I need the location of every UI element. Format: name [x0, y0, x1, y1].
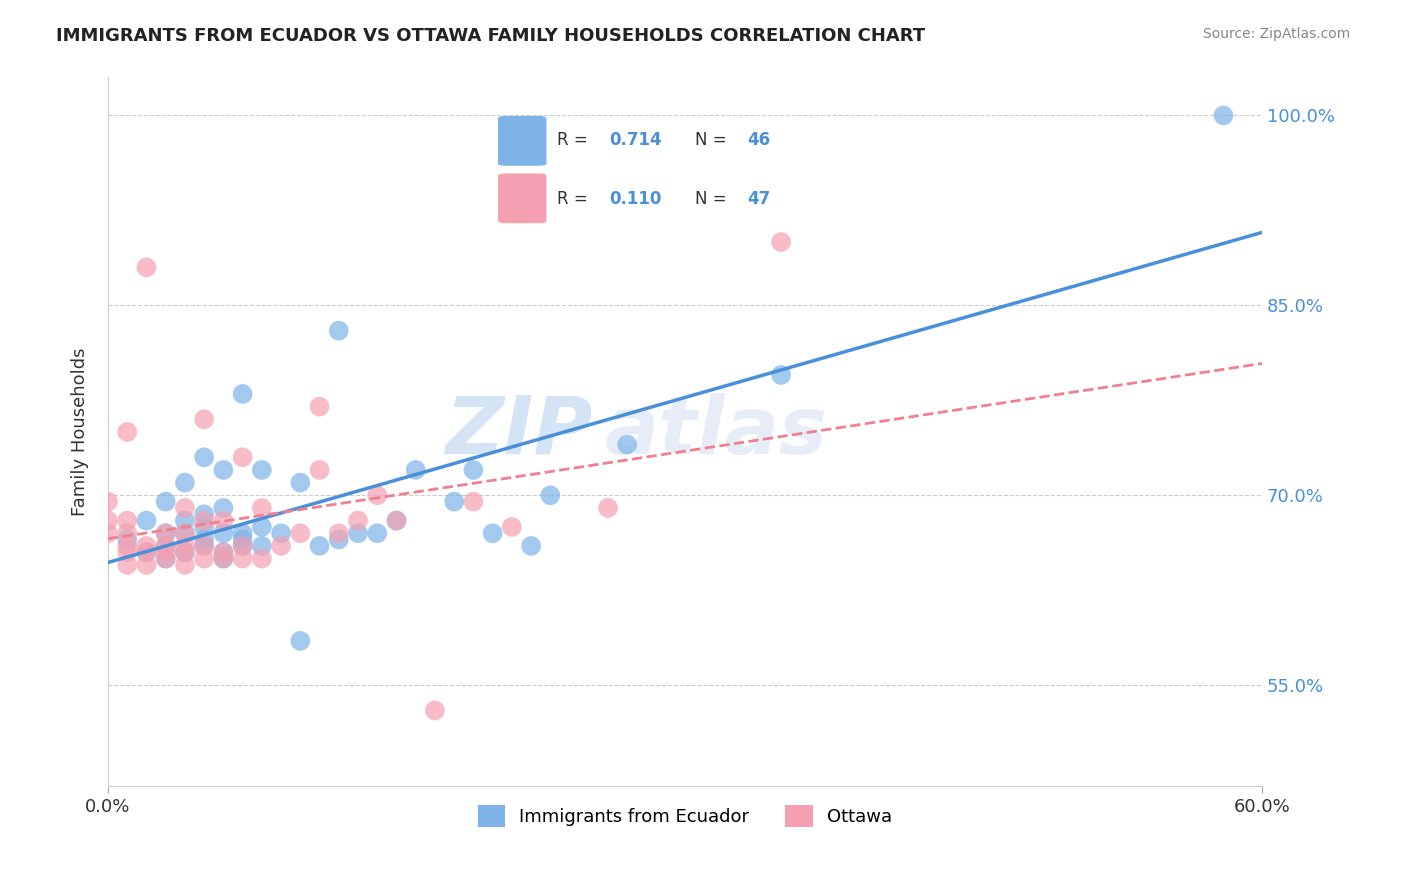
Point — [97, 494, 120, 508]
Point — [193, 533, 215, 547]
Point — [174, 558, 197, 572]
Point — [347, 526, 370, 541]
Point — [97, 514, 120, 528]
Point — [135, 260, 157, 275]
Point — [155, 526, 177, 541]
Point — [115, 526, 138, 541]
Point — [115, 425, 138, 439]
Point — [232, 533, 254, 547]
Point — [115, 558, 138, 572]
Point — [347, 514, 370, 528]
Point — [405, 463, 427, 477]
Point — [232, 551, 254, 566]
Point — [463, 463, 485, 477]
Point — [193, 539, 215, 553]
Point — [193, 450, 215, 465]
Point — [770, 235, 793, 249]
Point — [174, 526, 197, 541]
Point — [212, 551, 235, 566]
Point — [270, 539, 292, 553]
Text: Source: ZipAtlas.com: Source: ZipAtlas.com — [1202, 27, 1350, 41]
Point — [328, 533, 350, 547]
Point — [290, 475, 312, 490]
Text: ZIP: ZIP — [446, 393, 593, 471]
Point — [212, 545, 235, 559]
Point — [115, 539, 138, 553]
Point — [538, 488, 561, 502]
Point — [616, 437, 638, 451]
Point — [232, 450, 254, 465]
Point — [135, 545, 157, 559]
Point — [212, 551, 235, 566]
Point — [366, 488, 388, 502]
Point — [232, 387, 254, 401]
Point — [135, 545, 157, 559]
Point — [328, 324, 350, 338]
Point — [232, 526, 254, 541]
Point — [212, 545, 235, 559]
Point — [155, 539, 177, 553]
Point — [443, 494, 465, 508]
Point — [308, 400, 330, 414]
Point — [135, 514, 157, 528]
Point — [135, 539, 157, 553]
Point — [250, 520, 273, 534]
Point — [174, 500, 197, 515]
Point — [155, 545, 177, 559]
Point — [463, 494, 485, 508]
Point — [328, 526, 350, 541]
Point — [193, 539, 215, 553]
Point — [174, 526, 197, 541]
Point — [193, 412, 215, 426]
Point — [115, 545, 138, 559]
Point — [250, 500, 273, 515]
Point — [174, 539, 197, 553]
Point — [290, 633, 312, 648]
Point — [212, 526, 235, 541]
Y-axis label: Family Households: Family Households — [72, 348, 89, 516]
Point — [155, 551, 177, 566]
Point — [250, 539, 273, 553]
Point — [212, 514, 235, 528]
Point — [135, 558, 157, 572]
Point — [308, 463, 330, 477]
Point — [155, 551, 177, 566]
Point — [115, 514, 138, 528]
Point — [174, 475, 197, 490]
Point — [193, 551, 215, 566]
Text: atlas: atlas — [605, 393, 827, 471]
Point — [174, 545, 197, 559]
Point — [174, 545, 197, 559]
Point — [193, 508, 215, 522]
Point — [115, 533, 138, 547]
Point — [193, 514, 215, 528]
Point — [193, 520, 215, 534]
Point — [232, 539, 254, 553]
Legend: Immigrants from Ecuador, Ottawa: Immigrants from Ecuador, Ottawa — [471, 797, 900, 834]
Point — [212, 463, 235, 477]
Point — [270, 526, 292, 541]
Point — [520, 539, 543, 553]
Point — [155, 539, 177, 553]
Point — [1212, 108, 1234, 122]
Point — [250, 463, 273, 477]
Point — [250, 551, 273, 566]
Point — [501, 520, 523, 534]
Point — [290, 526, 312, 541]
Point — [481, 526, 503, 541]
Point — [212, 500, 235, 515]
Point — [155, 526, 177, 541]
Point — [596, 500, 619, 515]
Point — [232, 539, 254, 553]
Point — [385, 514, 408, 528]
Point — [423, 704, 446, 718]
Point — [174, 514, 197, 528]
Point — [97, 526, 120, 541]
Point — [308, 539, 330, 553]
Point — [770, 368, 793, 382]
Point — [155, 494, 177, 508]
Text: IMMIGRANTS FROM ECUADOR VS OTTAWA FAMILY HOUSEHOLDS CORRELATION CHART: IMMIGRANTS FROM ECUADOR VS OTTAWA FAMILY… — [56, 27, 925, 45]
Point — [366, 526, 388, 541]
Point — [385, 514, 408, 528]
